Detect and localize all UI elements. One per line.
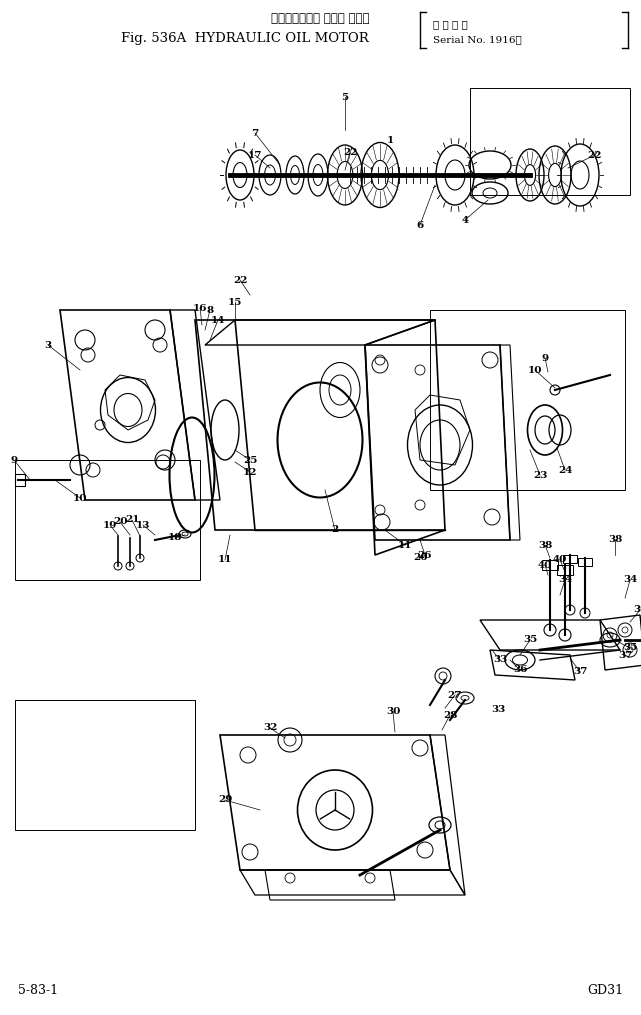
Text: 27: 27 (448, 690, 462, 699)
Text: 11: 11 (398, 541, 412, 549)
Polygon shape (15, 474, 25, 486)
Text: 32: 32 (263, 724, 277, 733)
Text: GD31: GD31 (587, 984, 623, 997)
Text: 18: 18 (168, 534, 182, 542)
Text: 21: 21 (125, 516, 139, 525)
Text: 1: 1 (387, 135, 394, 144)
Text: 23: 23 (533, 471, 547, 479)
Text: 26: 26 (413, 553, 428, 562)
Text: 37: 37 (573, 668, 587, 677)
Text: 24: 24 (558, 466, 572, 474)
Text: 10: 10 (72, 493, 87, 502)
Text: 26: 26 (418, 550, 432, 559)
Text: 5: 5 (342, 92, 349, 102)
Text: 19: 19 (103, 521, 117, 530)
Text: 9: 9 (10, 456, 17, 465)
Text: 29: 29 (218, 796, 232, 805)
Text: 14: 14 (211, 316, 225, 325)
Text: ハイドロリック オイル モータ: ハイドロリック オイル モータ (271, 11, 369, 24)
Text: 38: 38 (608, 536, 622, 544)
Text: 適 用 号 機: 適 用 号 機 (433, 20, 468, 29)
Text: 13: 13 (136, 521, 150, 530)
Text: 34: 34 (558, 576, 572, 585)
Text: 16: 16 (193, 303, 207, 313)
Text: 33: 33 (493, 656, 507, 665)
Text: 30: 30 (386, 707, 400, 717)
Text: 22: 22 (343, 147, 357, 156)
Text: 7: 7 (251, 129, 258, 137)
Text: 39: 39 (633, 606, 641, 614)
Text: 28: 28 (443, 710, 457, 720)
Text: 10: 10 (528, 365, 542, 375)
Text: 4: 4 (462, 215, 469, 224)
Text: 11: 11 (218, 555, 232, 564)
Text: 38: 38 (538, 541, 552, 549)
Text: 22: 22 (233, 275, 247, 284)
Text: 12: 12 (243, 468, 257, 476)
Text: 5-83-1: 5-83-1 (18, 984, 58, 997)
Text: 34: 34 (623, 576, 637, 585)
Text: 25: 25 (243, 456, 257, 465)
Text: 3: 3 (44, 340, 51, 349)
Text: Fig. 536A  HYDRAULIC OIL MOTOR: Fig. 536A HYDRAULIC OIL MOTOR (121, 31, 369, 45)
Text: 8: 8 (206, 306, 213, 315)
Text: 20: 20 (113, 518, 128, 527)
Text: 15: 15 (228, 297, 242, 307)
Text: 17: 17 (248, 150, 262, 159)
Text: 2: 2 (331, 526, 338, 535)
Text: 9: 9 (542, 353, 549, 362)
Text: 40: 40 (538, 560, 552, 569)
Text: 33: 33 (491, 705, 505, 715)
Text: 40: 40 (553, 555, 567, 564)
Text: 35: 35 (523, 635, 537, 645)
Text: 35: 35 (623, 644, 637, 653)
Text: 22: 22 (588, 150, 603, 159)
Text: 36: 36 (513, 666, 527, 675)
Text: 6: 6 (417, 220, 424, 229)
Text: Serial No. 1916～: Serial No. 1916～ (433, 36, 522, 45)
Text: 37: 37 (618, 651, 632, 660)
